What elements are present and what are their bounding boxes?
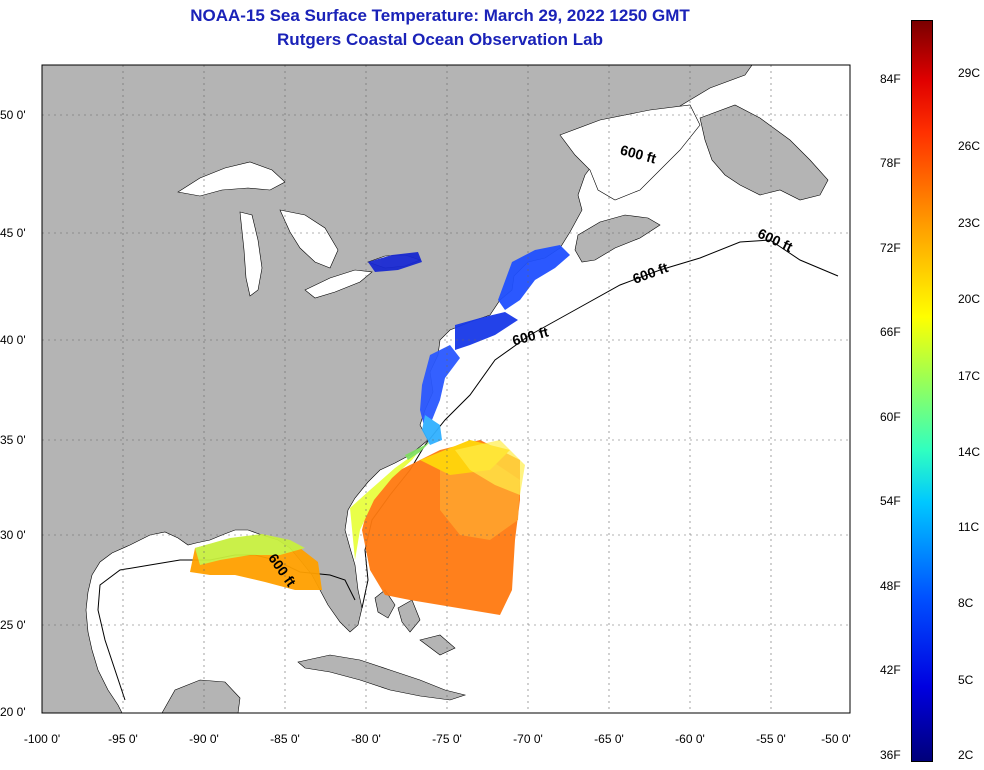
colorbar-c-label: 11C: [958, 520, 980, 534]
land-cuba: [297, 654, 467, 701]
lake-superior: [177, 161, 286, 197]
colorbar-c-label: 17C: [958, 369, 981, 383]
colorbar-c-label: 26C: [958, 139, 981, 153]
lon-label: -55 0': [756, 732, 786, 746]
colorbar-f-label: 48F: [880, 579, 901, 593]
lat-label: 25 0': [0, 618, 26, 632]
gulf-st-lawrence: [559, 104, 701, 201]
lake-huron: [279, 209, 339, 269]
grid: [42, 65, 850, 713]
sst-map: [41, 64, 851, 714]
lon-label: -60 0': [675, 732, 705, 746]
colorbar-c-label: 8C: [958, 596, 974, 610]
lat-label: 45 0': [0, 226, 26, 240]
colorbar-c-label: 14C: [958, 445, 981, 459]
colorbar-c-label: 20C: [958, 292, 981, 306]
sst-overlay: [190, 245, 570, 615]
lon-label: -85 0': [270, 732, 300, 746]
colorbar-f-label: 78F: [880, 156, 901, 170]
colorbar-f-label: 54F: [880, 494, 901, 508]
temperature-colorbar: [911, 20, 933, 762]
lon-label: -50 0': [821, 732, 851, 746]
colorbar-f-label: 60F: [880, 410, 901, 424]
map-subtitle: Rutgers Coastal Ocean Observation Lab: [277, 30, 603, 49]
colorbar-c-label: 5C: [958, 673, 974, 687]
land-nova-scotia: [574, 214, 661, 263]
colorbar-f-label: 42F: [880, 663, 901, 677]
lon-label: -80 0': [351, 732, 381, 746]
map-title: NOAA-15 Sea Surface Temperature: March 2…: [190, 6, 690, 25]
colorbar-f-label: 72F: [880, 241, 901, 255]
colorbar-f-label: 36F: [880, 748, 901, 762]
depth-contour: [424, 239, 839, 446]
lat-label: 30 0': [0, 528, 26, 542]
colorbar-f-label: 84F: [880, 72, 901, 86]
lon-label: -95 0': [108, 732, 138, 746]
colorbar-c-label: 23C: [958, 216, 981, 230]
lat-label: 50 0': [0, 108, 26, 122]
colorbar-c-label: 29C: [958, 66, 981, 80]
lon-label: -75 0': [432, 732, 462, 746]
colorbar-f-label: 66F: [880, 325, 901, 339]
lon-label: -70 0': [513, 732, 543, 746]
colorbar-c-label: 2C: [958, 748, 974, 762]
lake-michigan: [239, 211, 263, 297]
lat-label: 35 0': [0, 433, 26, 447]
lon-label: -90 0': [189, 732, 219, 746]
land-newfoundland: [699, 104, 829, 201]
lat-label: 20 0': [0, 705, 26, 719]
lon-label: -100 0': [23, 732, 61, 746]
land-north-america: [41, 64, 753, 714]
lat-label: 40 0': [0, 333, 26, 347]
lon-label: -65 0': [594, 732, 624, 746]
